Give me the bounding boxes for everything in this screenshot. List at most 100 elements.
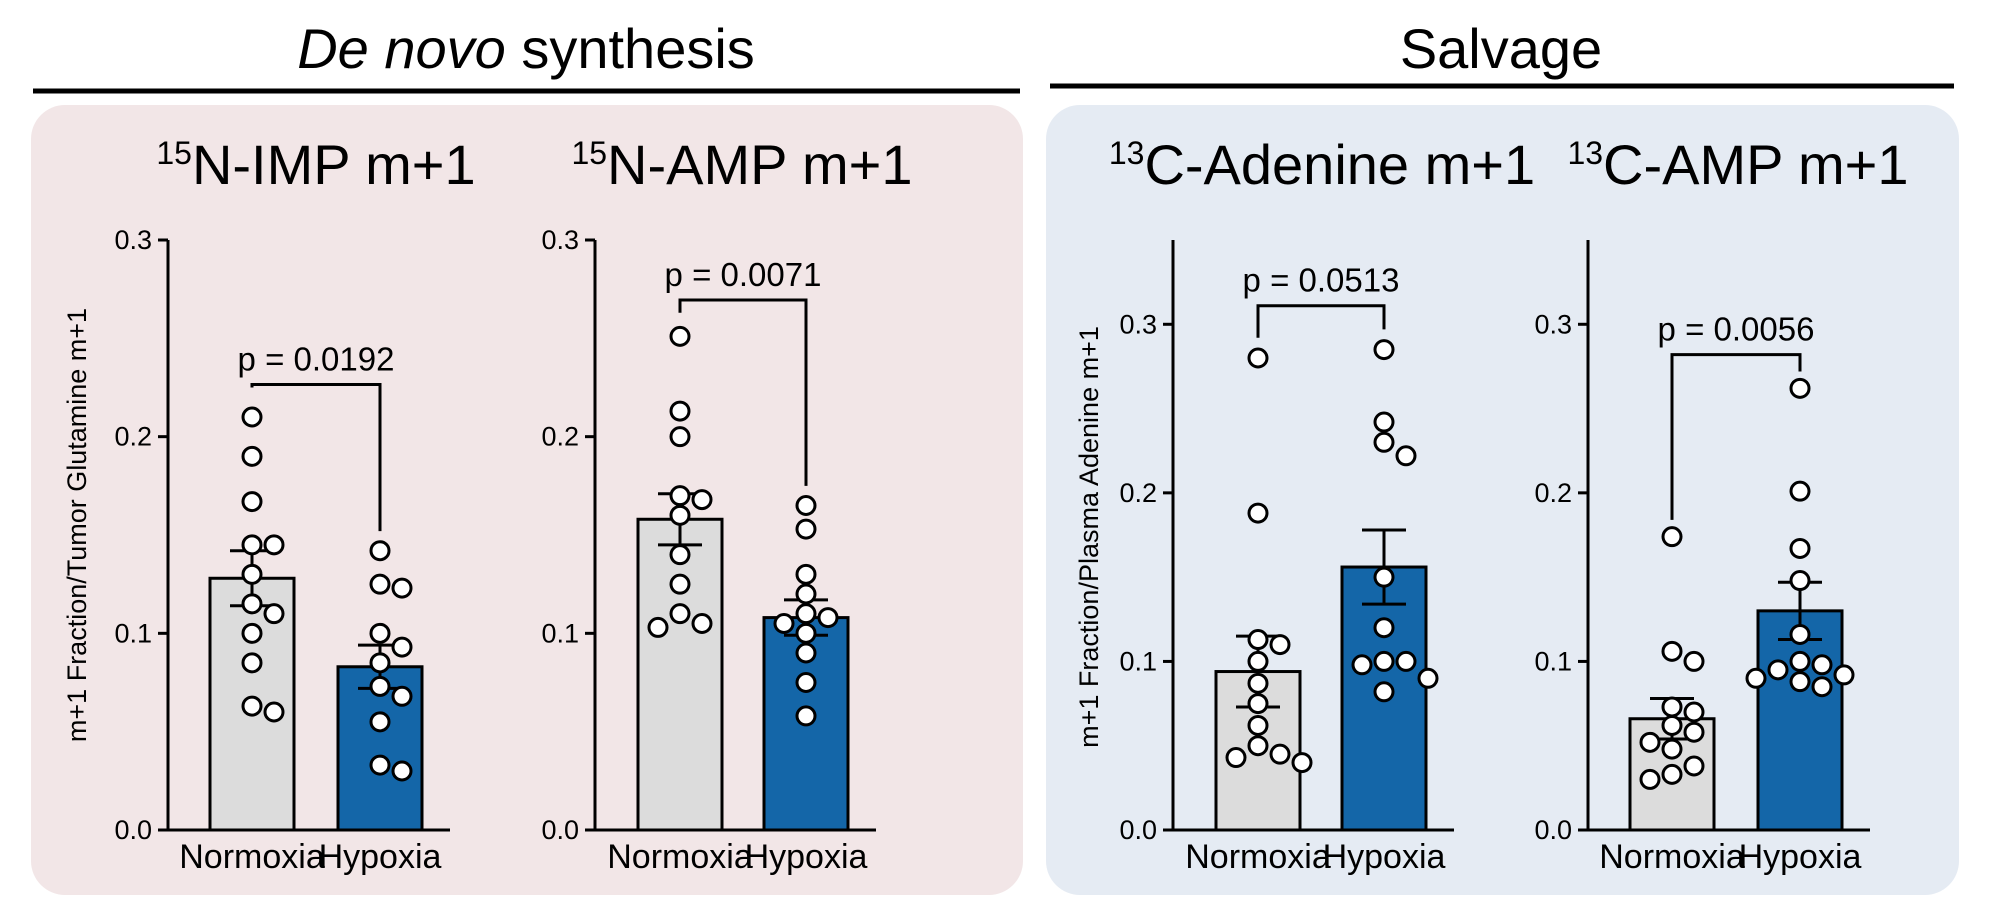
chart-1-point-normoxia-3 <box>669 485 691 507</box>
chart-0-point-hypoxia-5 <box>369 652 391 674</box>
y-axis-title-salvage: m+1 Fraction/Plasma Adenine m+1 <box>1074 326 1104 748</box>
chart-0-point-hypoxia-9 <box>369 754 391 776</box>
chart-2-tick-label-0: 0.0 <box>1119 815 1157 845</box>
chart-2-point-hypoxia-7 <box>1395 650 1417 672</box>
chart-2-point-hypoxia-3 <box>1395 445 1417 467</box>
chart-0-point-hypoxia-7 <box>391 685 413 707</box>
chart-1-point-hypoxia-7 <box>795 622 817 644</box>
chart-2-point-normoxia-11 <box>1291 752 1313 774</box>
chart-1-point-normoxia-9 <box>691 613 713 634</box>
chart-2-point-normoxia-0 <box>1247 347 1269 369</box>
chart-3-point-hypoxia-4 <box>1789 623 1811 645</box>
chart-1-point-normoxia-1 <box>669 400 691 422</box>
chart-2-point-normoxia-2 <box>1247 629 1269 651</box>
chart-3-point-hypoxia-6 <box>1811 654 1833 676</box>
chart-1-point-hypoxia-6 <box>773 613 795 634</box>
chart-1-point-normoxia-0 <box>669 325 691 347</box>
chart-1-point-normoxia-10 <box>647 616 669 638</box>
chart-2-point-normoxia-9 <box>1269 743 1291 765</box>
y-axis-title-de-novo: m+1 Fraction/Tumor Glutamine m+1 <box>62 308 92 742</box>
chart-2-point-normoxia-8 <box>1247 735 1269 757</box>
chart-2-point-hypoxia-5 <box>1373 617 1395 639</box>
chart-2-point-normoxia-10 <box>1225 747 1247 769</box>
chart-3-point-hypoxia-5 <box>1789 650 1811 672</box>
chart-1-point-hypoxia-5 <box>817 607 839 629</box>
chart-1-significance-bracket <box>678 298 808 486</box>
chart-1-point-hypoxia-10 <box>795 705 817 727</box>
chart-1-tick-label-3: 0.3 <box>541 225 579 255</box>
chart-0-point-normoxia-4 <box>263 534 285 556</box>
chart-1-tick-label-1: 0.1 <box>541 618 579 648</box>
chart-0-point-normoxia-3 <box>241 534 263 556</box>
chart-0-point-hypoxia-2 <box>391 577 413 599</box>
chart-1-point-normoxia-2 <box>669 426 691 448</box>
chart-3-point-normoxia-8 <box>1661 738 1683 760</box>
chart-0-point-normoxia-0 <box>241 406 263 428</box>
chart-3-point-normoxia-5 <box>1661 714 1683 736</box>
chart-0-tick-label-3: 0.3 <box>114 225 152 255</box>
chart-2-tick-label-1: 0.1 <box>1119 646 1157 676</box>
chart-1-point-normoxia-5 <box>669 504 691 526</box>
chart-title-adenine: 13C-Adenine m+1 <box>1109 133 1535 196</box>
chart-1-point-normoxia-6 <box>669 544 691 566</box>
chart-1-point-normoxia-4 <box>691 489 713 511</box>
chart-1-point-normoxia-8 <box>669 603 691 625</box>
chart-3-point-hypoxia-11 <box>1811 676 1833 698</box>
section-title-de-novo: De novo synthesis <box>297 17 755 80</box>
chart-3-point-hypoxia-10 <box>1789 671 1811 693</box>
chart-3-significance-bracket <box>1670 353 1802 520</box>
chart-0-point-normoxia-8 <box>241 622 263 644</box>
section-title-salvage: Salvage <box>1400 17 1602 80</box>
chart-0-point-normoxia-1 <box>241 445 263 467</box>
chart-2-point-hypoxia-9 <box>1417 667 1439 689</box>
chart-0-point-normoxia-6 <box>241 593 263 615</box>
chart-2-point-hypoxia-1 <box>1373 411 1395 433</box>
chart-3-point-hypoxia-3 <box>1789 570 1811 592</box>
chart-0-category-label-hypoxia: Hypoxia <box>319 838 442 876</box>
chart-2-significance-bracket <box>1256 304 1386 338</box>
chart-1-bar-normoxia <box>636 517 724 832</box>
chart-title-c-amp: 13C-AMP m+1 <box>1567 133 1908 196</box>
chart-3-bar-hypoxia <box>1756 609 1844 832</box>
chart-1-point-hypoxia-9 <box>795 672 817 693</box>
chart-0-point-hypoxia-8 <box>369 711 391 733</box>
chart-3-point-normoxia-9 <box>1683 755 1705 777</box>
chart-1-point-hypoxia-1 <box>795 518 817 540</box>
chart-3-tick-label-1: 0.1 <box>1534 646 1572 676</box>
chart-0-point-hypoxia-6 <box>369 675 391 697</box>
chart-3-point-normoxia-2 <box>1683 650 1705 672</box>
chart-2-point-hypoxia-10 <box>1373 681 1395 703</box>
chart-0-point-normoxia-11 <box>263 701 285 723</box>
chart-0-significance-bracket <box>250 383 382 532</box>
chart-1-point-hypoxia-2 <box>795 563 817 585</box>
chart-2-tick-label-2: 0.2 <box>1119 478 1157 508</box>
chart-2-point-normoxia-5 <box>1247 672 1269 694</box>
chart-2-category-label-normoxia: Normoxia <box>1185 838 1331 876</box>
chart-3-point-normoxia-0 <box>1661 526 1683 548</box>
chart-0-point-normoxia-2 <box>241 491 263 513</box>
chart-2-point-hypoxia-2 <box>1373 431 1395 453</box>
chart-0-p-value: p = 0.0192 <box>238 341 395 378</box>
chart-3-point-hypoxia-2 <box>1789 537 1811 559</box>
chart-2-point-normoxia-6 <box>1247 693 1269 715</box>
de-novo-panel-background <box>31 105 1023 895</box>
chart-2-category-label-hypoxia: Hypoxia <box>1323 838 1446 876</box>
chart-0-point-normoxia-10 <box>241 695 263 717</box>
chart-1-point-hypoxia-0 <box>795 495 817 516</box>
chart-title-imp: 15N-IMP m+1 <box>156 133 475 196</box>
chart-3-point-normoxia-7 <box>1639 731 1661 753</box>
chart-3-point-normoxia-4 <box>1683 701 1705 723</box>
chart-1-tick-label-0: 0.0 <box>541 815 579 845</box>
chart-0-point-hypoxia-10 <box>391 760 413 782</box>
chart-1-tick-label-2: 0.2 <box>541 422 579 452</box>
chart-1-category-label-normoxia: Normoxia <box>607 838 753 876</box>
chart-2-point-hypoxia-4 <box>1373 566 1395 588</box>
chart-0-tick-label-1: 0.1 <box>114 618 152 648</box>
chart-3-point-normoxia-10 <box>1661 763 1683 785</box>
chart-3-point-hypoxia-0 <box>1789 377 1811 399</box>
chart-3-point-hypoxia-9 <box>1745 667 1767 689</box>
chart-0-point-normoxia-5 <box>241 563 263 585</box>
chart-0-point-normoxia-7 <box>263 603 285 625</box>
chart-3-p-value: p = 0.0056 <box>1658 311 1815 348</box>
